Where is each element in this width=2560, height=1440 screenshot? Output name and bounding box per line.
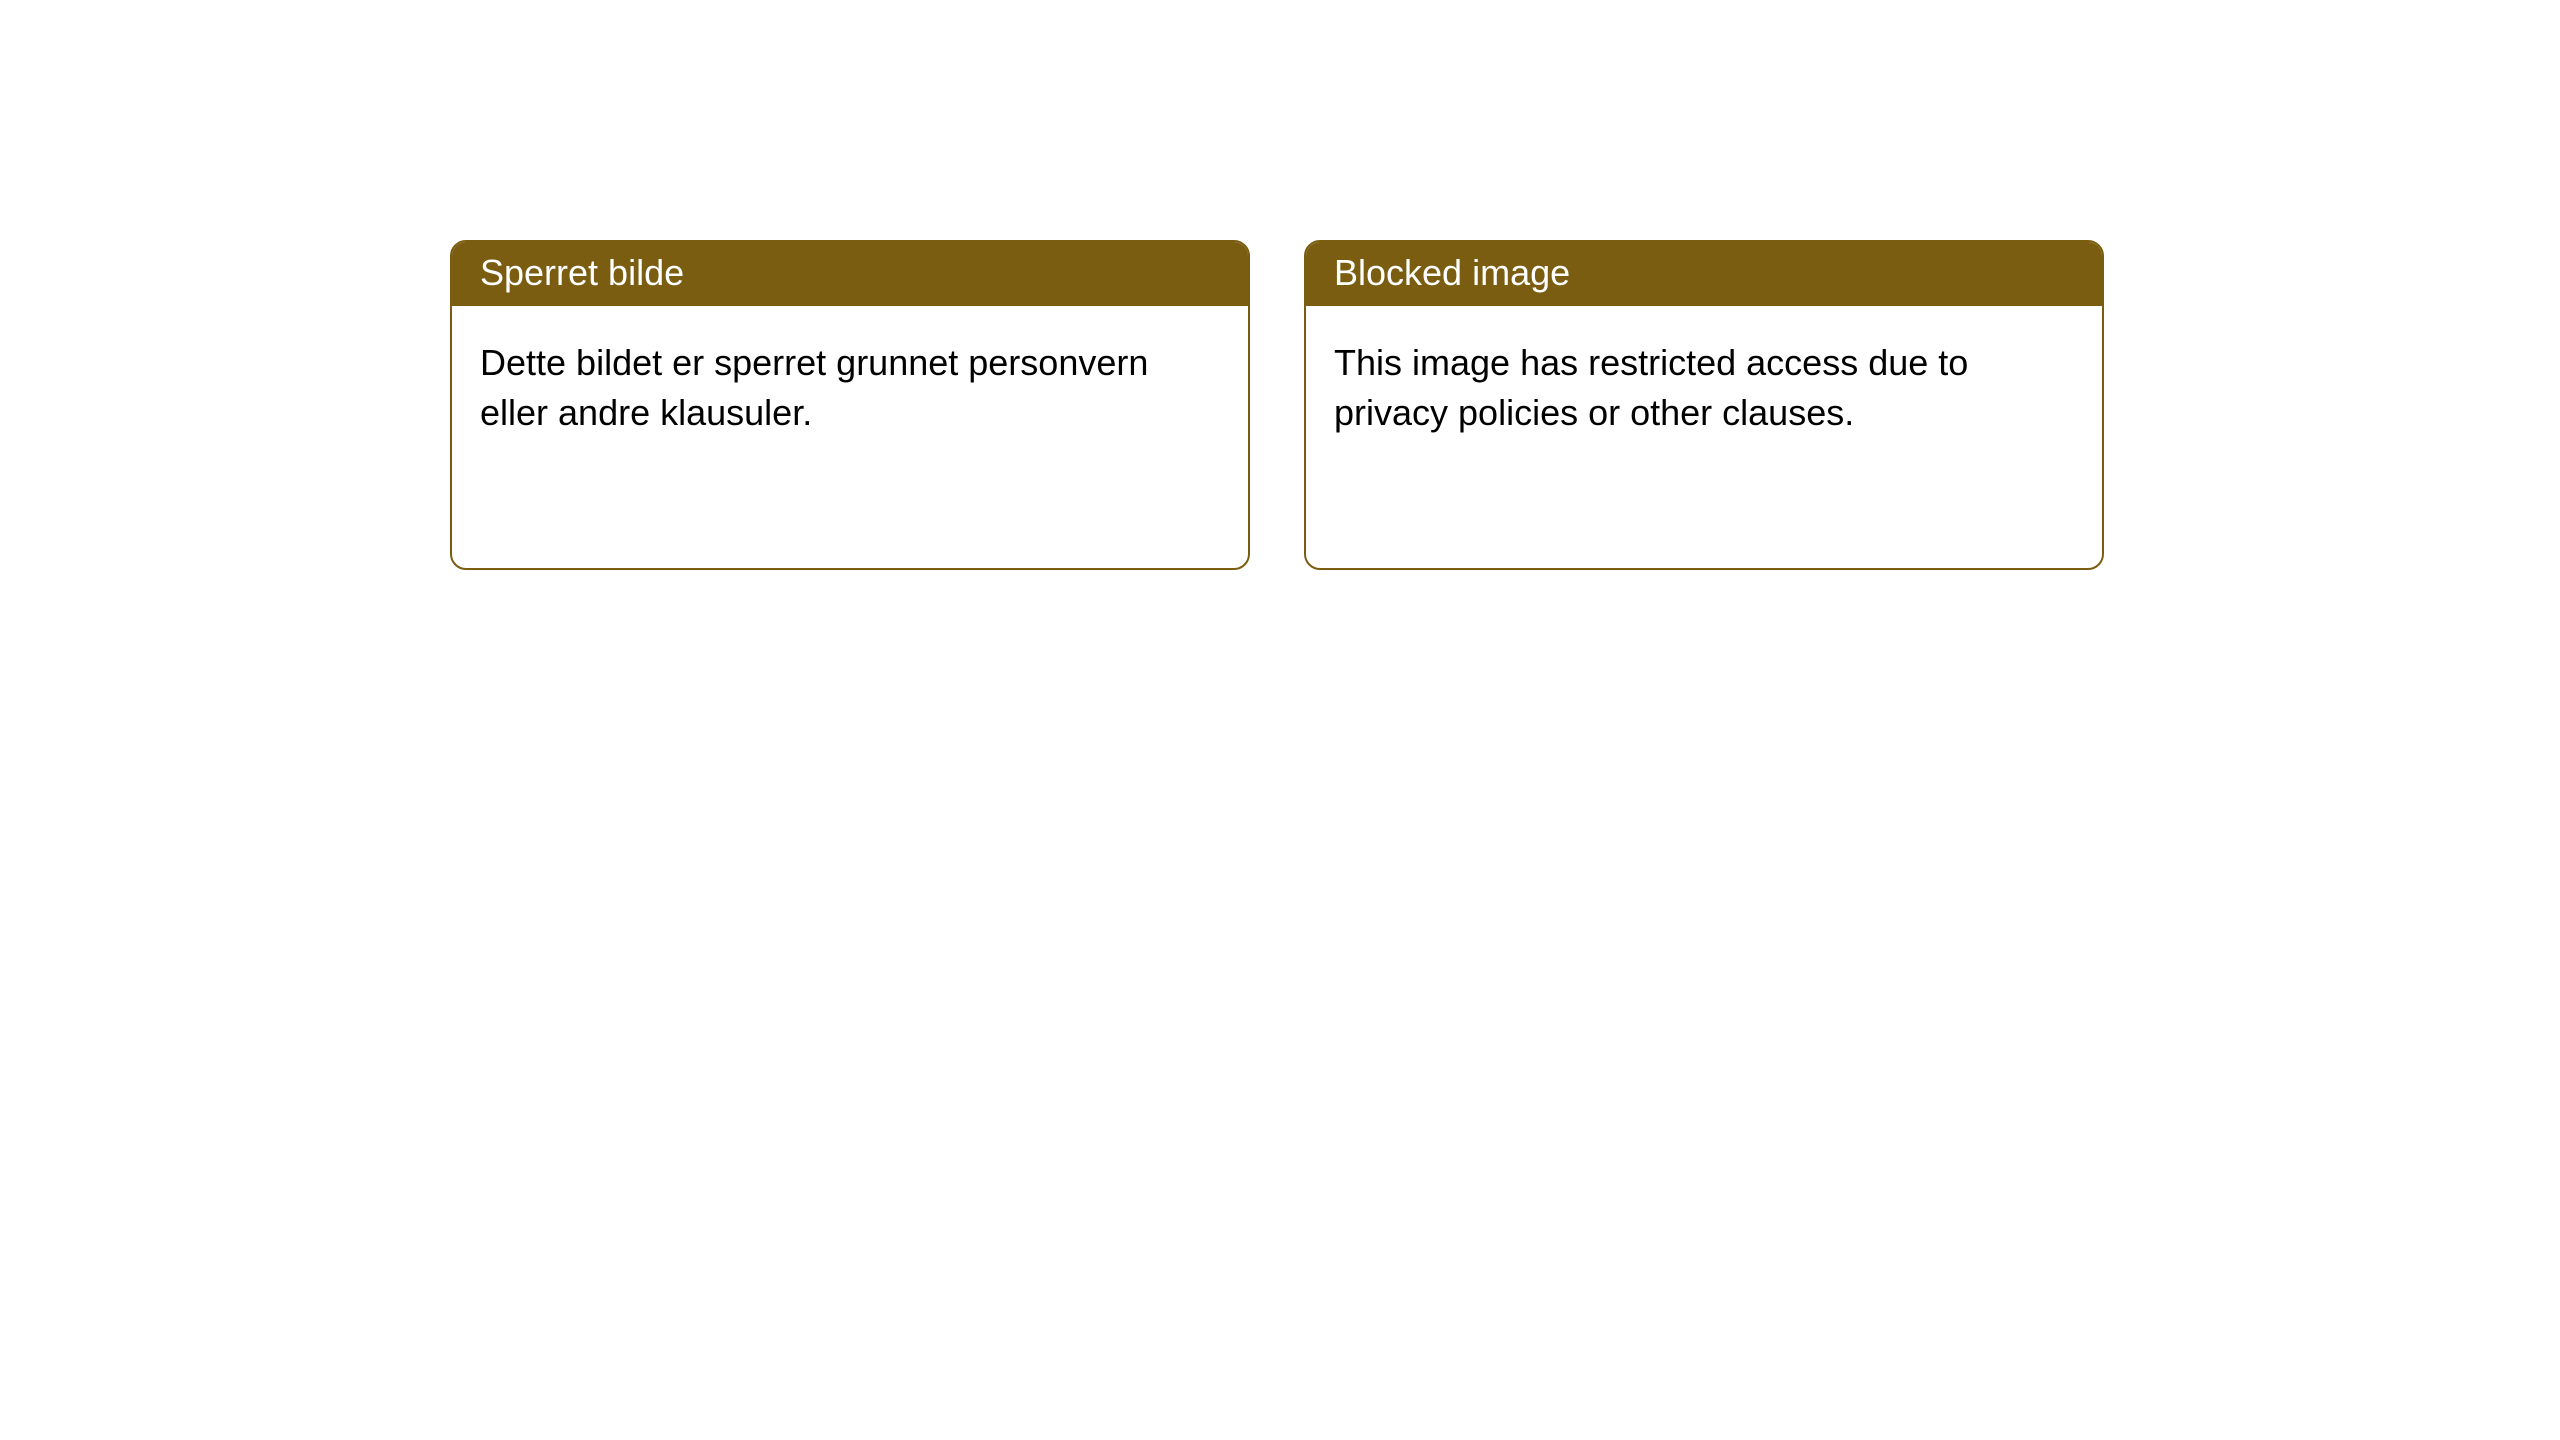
card-header-english: Blocked image bbox=[1306, 242, 2102, 306]
card-message: This image has restricted access due to … bbox=[1334, 342, 1968, 433]
notice-cards-container: Sperret bilde Dette bildet er sperret gr… bbox=[450, 240, 2104, 570]
card-message: Dette bildet er sperret grunnet personve… bbox=[480, 342, 1148, 433]
card-header-norwegian: Sperret bilde bbox=[452, 242, 1248, 306]
card-body-english: This image has restricted access due to … bbox=[1306, 306, 2102, 471]
card-title: Sperret bilde bbox=[480, 252, 684, 293]
card-title: Blocked image bbox=[1334, 252, 1570, 293]
card-body-norwegian: Dette bildet er sperret grunnet personve… bbox=[452, 306, 1248, 471]
notice-card-english: Blocked image This image has restricted … bbox=[1304, 240, 2104, 570]
notice-card-norwegian: Sperret bilde Dette bildet er sperret gr… bbox=[450, 240, 1250, 570]
